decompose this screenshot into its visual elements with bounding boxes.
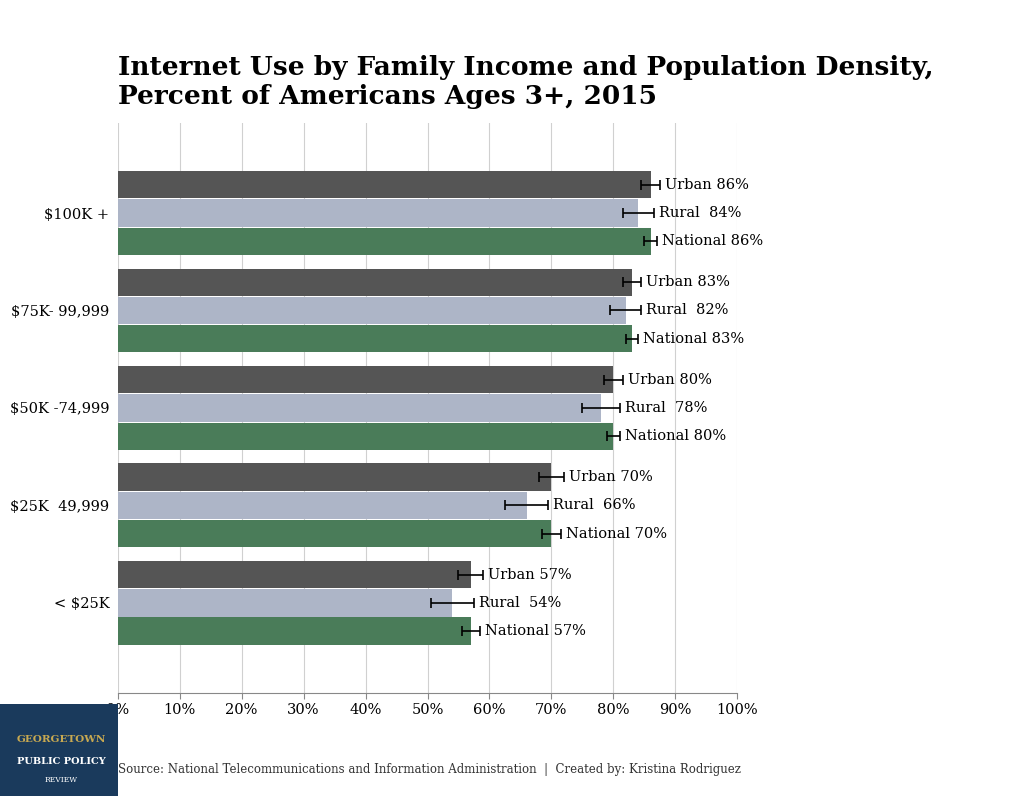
Text: Rural  54%: Rural 54%: [479, 596, 561, 610]
Bar: [118, 520, 551, 548]
Bar: [118, 561, 471, 588]
Text: Urban 83%: Urban 83%: [646, 275, 730, 289]
Bar: [118, 423, 613, 450]
Text: REVIEW: REVIEW: [45, 775, 78, 783]
Bar: [118, 325, 632, 353]
Text: Rural  78%: Rural 78%: [625, 401, 707, 415]
Text: Rural  82%: Rural 82%: [646, 303, 729, 318]
Text: National 80%: National 80%: [625, 429, 726, 443]
Text: Urban 86%: Urban 86%: [665, 178, 749, 192]
Text: National 70%: National 70%: [565, 527, 667, 540]
Text: Rural  84%: Rural 84%: [658, 206, 741, 220]
Bar: [118, 171, 650, 198]
Bar: [118, 199, 638, 227]
Bar: [118, 297, 626, 324]
Bar: [118, 492, 526, 519]
Text: Urban 80%: Urban 80%: [628, 373, 712, 387]
Text: Urban 57%: Urban 57%: [488, 568, 571, 582]
Bar: [118, 589, 453, 617]
Bar: [118, 618, 471, 645]
Bar: [118, 463, 551, 491]
Text: National 57%: National 57%: [485, 624, 586, 638]
Text: Source: National Telecommunications and Information Administration  |  Created b: Source: National Telecommunications and …: [118, 763, 740, 776]
Text: Internet Use by Family Income and Population Density,
Percent of Americans Ages : Internet Use by Family Income and Popula…: [118, 55, 934, 109]
Bar: [118, 394, 601, 422]
Bar: [118, 268, 632, 296]
Text: PUBLIC POLICY: PUBLIC POLICY: [16, 757, 105, 766]
Bar: [118, 228, 650, 255]
Text: GEORGETOWN: GEORGETOWN: [16, 735, 105, 743]
Text: Rural  66%: Rural 66%: [553, 498, 636, 513]
Text: Urban 70%: Urban 70%: [568, 470, 652, 484]
Text: National 86%: National 86%: [662, 234, 763, 248]
Text: National 83%: National 83%: [643, 332, 744, 345]
Bar: [118, 366, 613, 393]
